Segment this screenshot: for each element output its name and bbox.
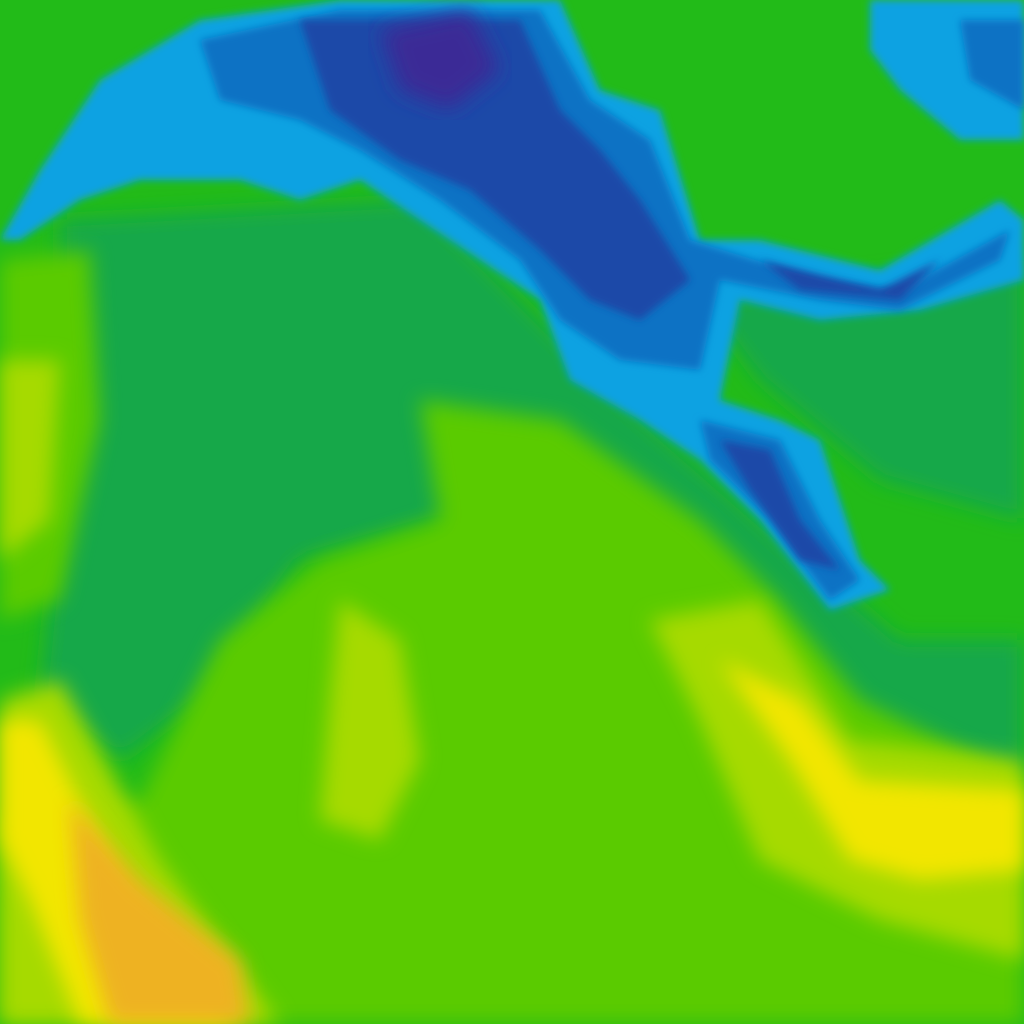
dark-blue-zones [300, 20, 940, 570]
yellow-zones [0, 660, 1024, 1024]
purple-zone [380, 10, 500, 110]
orange-zone [70, 800, 250, 1024]
